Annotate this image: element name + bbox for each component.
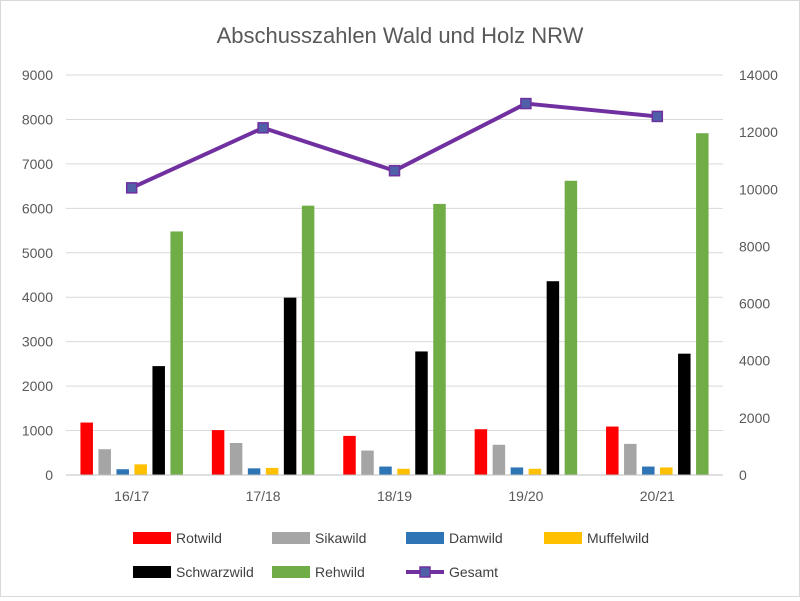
point-gesamt [257,122,269,134]
point-gesamt [388,164,401,177]
legend-label-damwild: Damwild [449,530,503,546]
legend-swatch-rotwild [133,532,171,544]
x-tick-label: 20/21 [640,488,675,504]
bar-sikawild [98,449,111,475]
y-right-tick-label: 4000 [739,353,770,369]
bar-muffelwild [397,468,410,475]
legend-label-sikawild: Sikawild [315,530,366,546]
x-tick-label: 18/19 [377,488,412,504]
bar-schwarzwild [152,366,165,475]
bar-sikawild [624,443,637,475]
bar-schwarzwild [678,353,691,475]
y-right-tick-label: 0 [739,467,747,483]
point-gesamt [651,110,664,123]
x-tick-label: 17/18 [246,488,281,504]
y-left-tick-label: 6000 [22,200,53,216]
legend-swatch-sikawild [272,532,310,544]
bar-rehwild [433,203,446,475]
x-tick-label: 19/20 [508,488,543,504]
y-left-tick-label: 3000 [22,334,53,350]
bar-rehwild [564,180,578,475]
bar-rehwild [301,205,315,475]
y-left-tick-label: 4000 [22,289,53,305]
bar-rotwild [606,426,619,475]
bar-muffelwild [660,467,673,475]
legend-swatch-marker [419,566,431,578]
y-right-tick-label: 6000 [739,296,770,312]
bar-rotwild [343,435,356,475]
bar-damwild [642,466,655,475]
bar-damwild [116,469,129,475]
y-left-tick-label: 2000 [22,378,53,394]
y-right-tick-label: 14000 [739,67,778,83]
bar-rotwild [80,422,93,475]
bar-sikawild [492,444,506,475]
y-left-tick-label: 5000 [22,245,53,261]
y-right-tick-label: 2000 [739,410,770,426]
legend-label-muffelwild: Muffelwild [587,530,649,546]
bar-sikawild [361,450,374,475]
y-left-tick-label: 1000 [22,423,53,439]
chart-title: Abschusszahlen Wald und Holz NRW [217,23,584,48]
legend-label-schwarzwild: Schwarzwild [176,564,254,580]
legend-swatch-rehwild [272,566,310,578]
bar-damwild [379,466,392,475]
bar-rehwild [696,133,709,475]
bar-damwild [510,467,524,475]
bar-schwarzwild [415,351,428,475]
point-gesamt [520,97,532,110]
y-left-tick-label: 9000 [22,67,53,83]
legend-label-rehwild: Rehwild [315,564,365,580]
legend-swatch-muffelwild [544,532,582,544]
y-left-tick-label: 7000 [22,156,53,172]
bar-muffelwild [528,468,542,475]
bar-rotwild [474,429,488,475]
legend-label-rotwild: Rotwild [176,530,222,546]
bar-rehwild [170,231,183,475]
x-tick-label: 16/17 [114,488,149,504]
y-right-tick-label: 8000 [739,238,770,254]
y-right-tick-label: 12000 [739,124,778,140]
y-left-tick-label: 8000 [22,111,53,127]
point-gesamt [125,182,138,194]
bar-schwarzwild [283,297,297,475]
bar-schwarzwild [546,281,560,475]
y-left-tick-label: 0 [45,467,53,483]
bar-muffelwild [265,467,279,475]
bar-rotwild [211,430,225,475]
y-right-tick-label: 10000 [739,181,778,197]
bar-muffelwild [134,464,147,475]
legend-swatch-damwild [406,532,444,544]
bar-sikawild [229,443,243,475]
bar-damwild [247,468,261,475]
legend-label-gesamt: Gesamt [449,564,498,580]
legend-swatch-schwarzwild [133,566,171,578]
